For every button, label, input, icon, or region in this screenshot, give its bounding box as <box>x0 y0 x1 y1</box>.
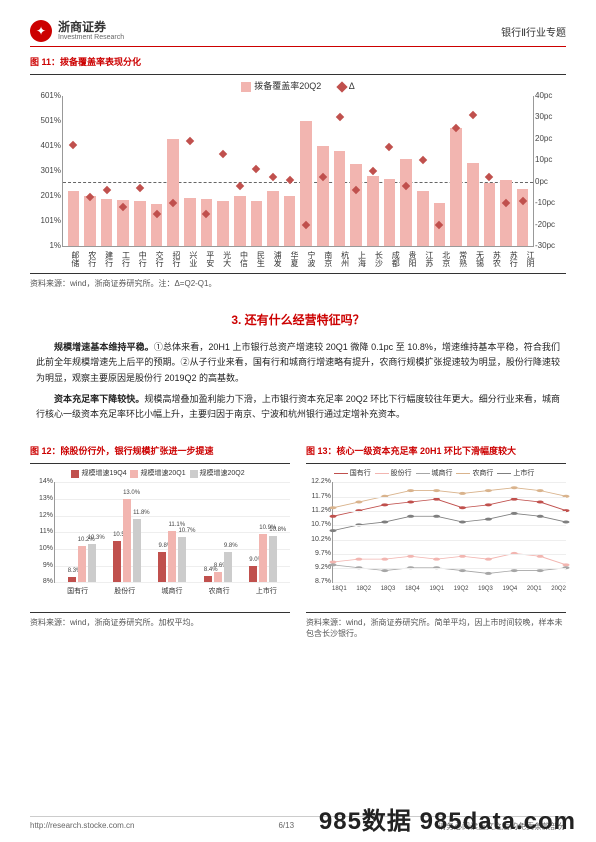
chart11-legend: 拨备覆盖率20Q2 Δ <box>30 79 566 92</box>
logo-area: ✦ 浙商证券 Investment Research <box>30 20 124 42</box>
p1-bold: 规模增速基本维持平稳。 <box>54 342 154 352</box>
fig11-source: 资料来源：wind，浙商证券研究所。注：Δ=Q2-Q1。 <box>30 278 566 289</box>
fig11-title: 图 11：拨备覆盖率表现分化 <box>30 55 566 68</box>
legend-diamond-swatch <box>336 81 347 92</box>
chart12: 规模增速19Q4 规模增速20Q1 规模增速20Q2 14%13%12%11%1… <box>30 468 290 608</box>
legend-bar-label: 拨备覆盖率20Q2 <box>254 81 321 91</box>
company-name-cn: 浙商证券 <box>58 21 124 34</box>
fig12-title: 图 12：除股份行外，银行规模扩张进一步提速 <box>30 444 290 457</box>
company-name-en: Investment Research <box>58 34 124 42</box>
chart13: 国有行 股份行 城商行 农商行 上市行 12.2%11.7%11.2%10.7%… <box>306 468 566 608</box>
paragraph-1: 规模增速基本维持平稳。①总体来看，20H1 上市银行总资产增速较 20Q1 微降… <box>30 340 566 386</box>
header-right: 银行Ⅱ行业专题 <box>501 24 566 39</box>
footer-mid: 6/13 <box>278 821 294 832</box>
p2-bold: 资本充足率下降较快。 <box>54 394 144 404</box>
fig12-source: 资料来源：wind，浙商证券研究所。加权平均。 <box>30 617 290 628</box>
section-title: 3. 还有什么经营特征吗？ <box>30 311 566 328</box>
page-header: ✦ 浙商证券 Investment Research 银行Ⅱ行业专题 <box>30 20 566 47</box>
logo-icon: ✦ <box>30 20 52 42</box>
fig13-title: 图 13：核心一级资本充足率 20H1 环比下滑幅度较大 <box>306 444 566 457</box>
paragraph-2: 资本充足率下降较快。规模高增叠加盈利能力下滑，上市银行资本充足率 20Q2 环比… <box>30 392 566 423</box>
legend-bar-swatch <box>241 82 251 92</box>
footer-left: http://research.stocke.com.cn <box>30 821 135 832</box>
chart11: 拨备覆盖率20Q2 Δ 601%501%401%301%201%101%1%40… <box>30 79 566 269</box>
watermark: 985数据 985data.com <box>319 801 576 836</box>
legend-diamond-label: Δ <box>349 81 355 91</box>
fig13-source: 资料来源：wind，浙商证券研究所。简单平均，因上市时间较晚，样本未包含长沙银行… <box>306 617 566 639</box>
